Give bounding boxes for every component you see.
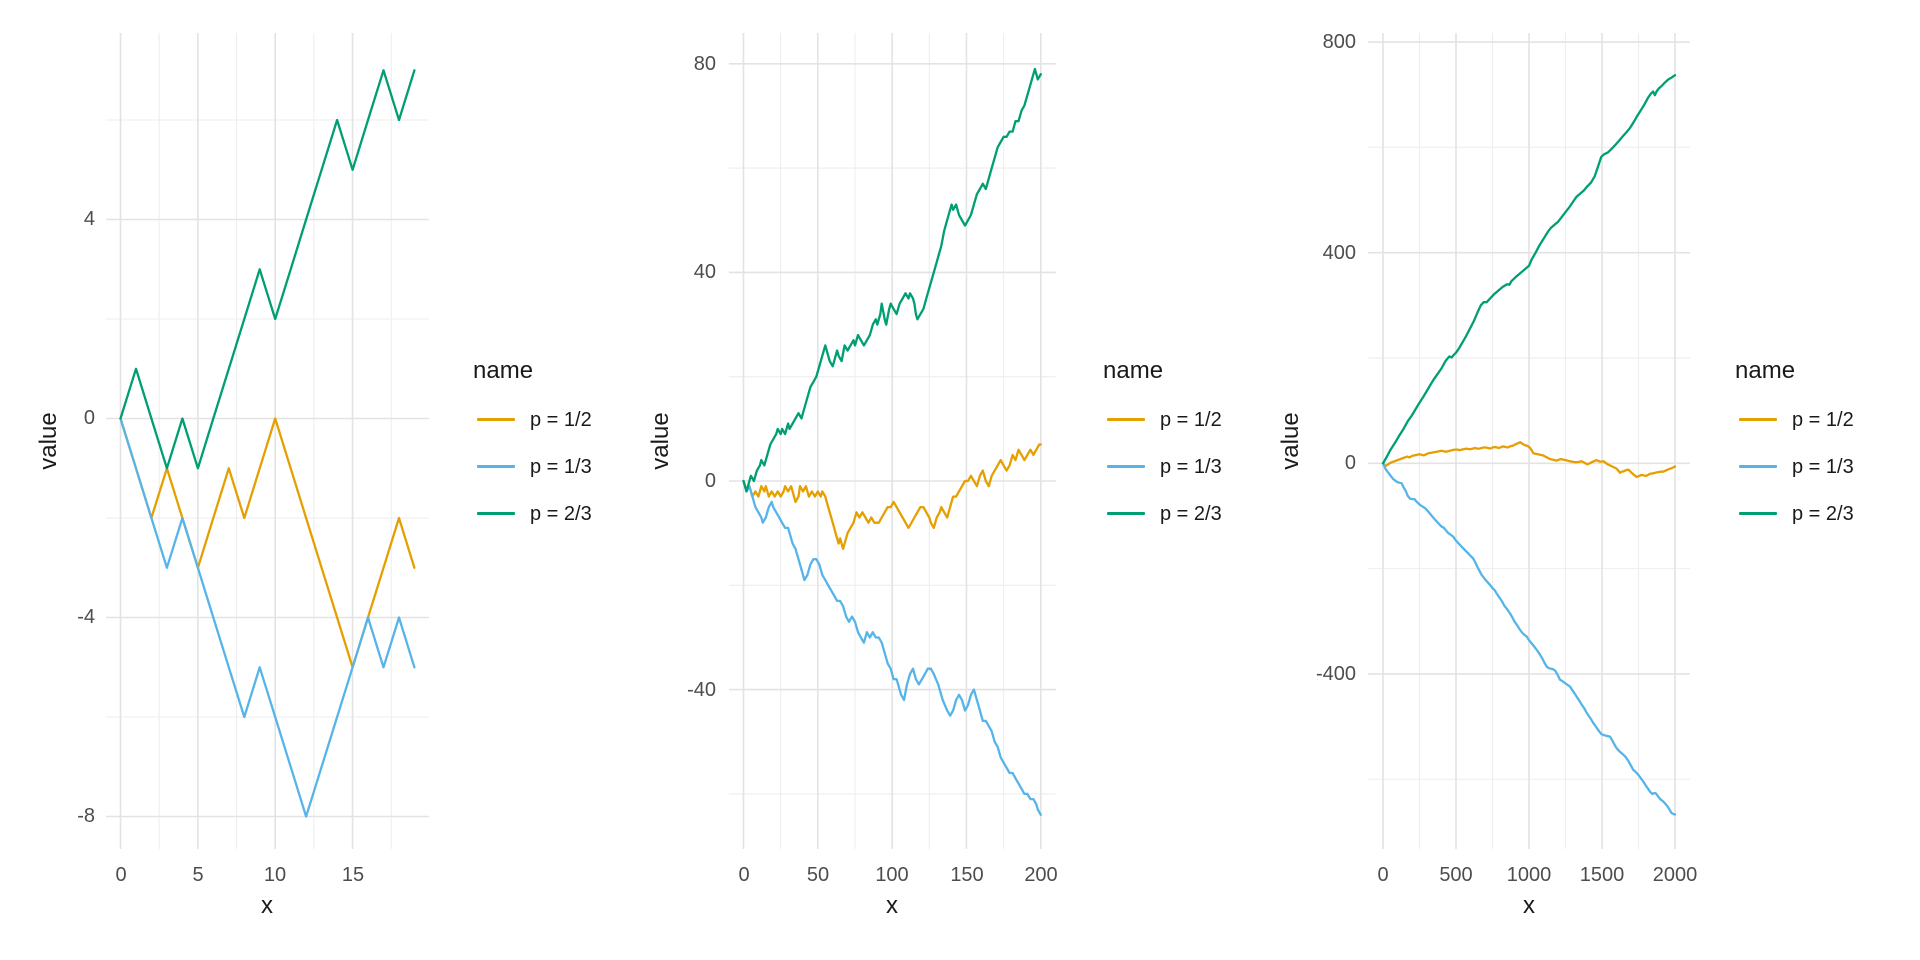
legend-item-label: p = 1/2 (1160, 409, 1222, 431)
x-tick-label: 1500 (1579, 864, 1625, 886)
legend-item-label: p = 1/2 (530, 409, 592, 431)
chart-panel (1368, 33, 1690, 849)
x-tick-label: 10 (263, 864, 287, 886)
y-tick-label: 0 (83, 407, 95, 429)
legend-key-line (1107, 512, 1145, 515)
series-line-p-1-3 (1381, 462, 1677, 816)
chart-panel (106, 33, 429, 849)
y-tick-label: -4 (77, 606, 95, 628)
legend-item-label: p = 1/3 (1792, 456, 1854, 478)
x-tick-label: 2000 (1652, 864, 1698, 886)
y-tick-label: 800 (1322, 31, 1356, 53)
y-tick-label: 0 (1344, 452, 1356, 474)
x-tick-label: 50 (806, 864, 830, 886)
legend-item-label: p = 2/3 (1792, 503, 1854, 525)
legend-key-line (1107, 465, 1145, 468)
series-line-p-2-3 (742, 67, 1042, 493)
y-tick-label: 40 (693, 261, 716, 283)
series-line-p-1-2 (119, 417, 416, 669)
x-tick-label: 5 (192, 864, 204, 886)
series-line-p-1-3 (742, 479, 1042, 816)
y-tick-label: -8 (77, 805, 95, 827)
legend-key-line (477, 512, 515, 515)
legend-key-line (1739, 512, 1777, 515)
y-tick-label: 400 (1322, 242, 1356, 264)
x-tick-label: 15 (341, 864, 365, 886)
y-tick-label: 80 (693, 53, 716, 75)
series-line-p-1-2 (742, 443, 1042, 550)
x-tick-label: 0 (738, 864, 750, 886)
series-line-p-2-3 (1381, 74, 1677, 465)
y-axis-title: value (35, 412, 62, 470)
legend-key-line (1739, 465, 1777, 468)
legend-title: name (473, 357, 534, 384)
x-axis-title: x (886, 892, 898, 919)
x-tick-label: 0 (1377, 864, 1389, 886)
legend-title: name (1103, 357, 1164, 384)
y-tick-label: -40 (687, 679, 716, 701)
legend-key-line (1107, 418, 1145, 421)
y-axis-title: value (647, 412, 674, 470)
x-tick-label: 1000 (1506, 864, 1552, 886)
legend-title: name (1735, 357, 1796, 384)
x-tick-label: 0 (115, 864, 127, 886)
x-axis-title: x (1523, 892, 1535, 919)
y-tick-label: -400 (1315, 663, 1356, 685)
series-line-p-1-2 (1381, 441, 1677, 479)
x-tick-label: 200 (1024, 864, 1058, 886)
y-axis-title: value (1277, 412, 1304, 470)
legend-item-label: p = 2/3 (530, 503, 592, 525)
series-line-p-1-3 (119, 417, 416, 818)
legend-key-line (1739, 418, 1777, 421)
legend-item-label: p = 1/3 (530, 456, 592, 478)
legend-item-label: p = 2/3 (1160, 503, 1222, 525)
x-tick-label: 100 (875, 864, 909, 886)
x-axis-title: x (261, 892, 273, 919)
chart-panel (729, 33, 1056, 849)
legend-item-label: p = 1/3 (1160, 456, 1222, 478)
x-tick-label: 150 (950, 864, 984, 886)
x-tick-label: 500 (1439, 864, 1473, 886)
series-line-p-2-3 (119, 69, 416, 470)
legend-key-line (477, 418, 515, 421)
legend-key-line (477, 465, 515, 468)
y-tick-label: 0 (704, 470, 716, 492)
legend-item-label: p = 1/2 (1792, 409, 1854, 431)
y-tick-label: 4 (83, 208, 95, 230)
